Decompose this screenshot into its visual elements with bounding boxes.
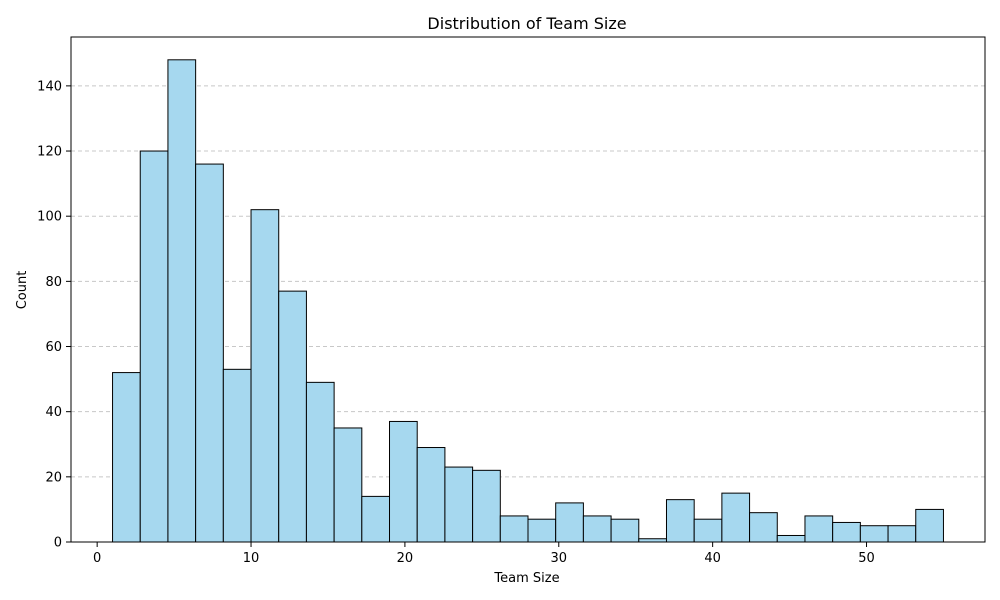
y-tick-label: 100	[37, 210, 62, 225]
histogram-bar	[582, 515, 612, 543]
histogram-bar	[278, 290, 307, 543]
x-tick-label: 30	[551, 551, 568, 566]
histogram-bar	[389, 420, 418, 543]
histogram-bar	[804, 515, 834, 543]
histogram-bars	[112, 59, 944, 543]
histogram-bar	[665, 499, 695, 543]
y-tick-label: 0	[54, 536, 62, 551]
histogram-bar	[915, 508, 944, 543]
y-tick-label: 40	[45, 405, 62, 420]
y-axis-ticks: 0 20 40 60 80 100 120 140	[37, 79, 71, 551]
x-tick-label: 0	[93, 551, 101, 566]
histogram-bar	[610, 518, 640, 543]
histogram-bar	[721, 492, 751, 543]
y-tick-label: 80	[45, 275, 62, 290]
grid-lines	[71, 85, 985, 478]
histogram-bar	[499, 515, 529, 543]
y-tick-label: 60	[45, 340, 62, 355]
histogram-bar	[112, 372, 141, 543]
x-tick-label: 10	[243, 551, 260, 566]
histogram-bar	[195, 163, 224, 543]
histogram-bar	[555, 502, 584, 543]
histogram-bar	[444, 466, 474, 543]
y-tick-label: 140	[37, 79, 62, 94]
x-tick-label: 20	[397, 551, 414, 566]
x-axis-ticks: 0 10 20 30 40 50	[93, 542, 875, 566]
y-axis-title: Count	[15, 271, 30, 310]
histogram-bar	[693, 518, 723, 543]
x-tick-label: 40	[704, 551, 721, 566]
histogram-bar	[749, 512, 778, 543]
x-axis-title: Team Size	[493, 571, 559, 586]
histogram-bar	[472, 469, 501, 543]
histogram-bar	[527, 518, 557, 543]
x-tick-label: 50	[858, 551, 875, 566]
plot-frame	[70, 36, 986, 543]
histogram-bar	[333, 427, 363, 543]
histogram-bar	[361, 495, 391, 543]
histogram-bar	[222, 368, 252, 543]
histogram-bar	[776, 534, 806, 543]
histogram-bar	[250, 209, 280, 543]
histogram-bar	[167, 59, 197, 543]
histogram-bar	[416, 447, 446, 543]
histogram-bar	[832, 521, 861, 543]
histogram-bar	[887, 525, 917, 543]
y-tick-label: 120	[37, 145, 62, 160]
histogram-bar	[859, 525, 889, 543]
histogram-bar	[305, 381, 335, 543]
histogram-bar	[139, 150, 169, 543]
chart-title: Distribution of Team Size	[427, 14, 626, 33]
y-tick-label: 20	[45, 470, 62, 485]
